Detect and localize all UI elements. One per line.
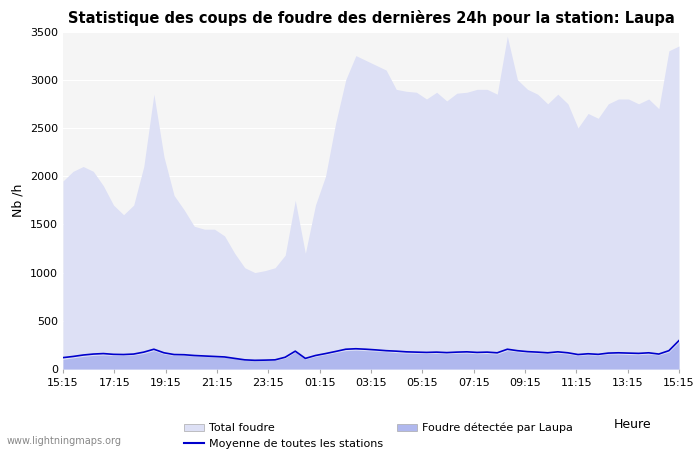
Text: Heure: Heure (613, 418, 651, 432)
Title: Statistique des coups de foudre des dernières 24h pour la station: Laupa: Statistique des coups de foudre des dern… (68, 10, 674, 26)
Y-axis label: Nb /h: Nb /h (11, 184, 25, 217)
Text: www.lightningmaps.org: www.lightningmaps.org (7, 436, 122, 446)
Legend: Total foudre, Moyenne de toutes les stations, Foudre détectée par Laupa: Total foudre, Moyenne de toutes les stat… (179, 418, 578, 450)
